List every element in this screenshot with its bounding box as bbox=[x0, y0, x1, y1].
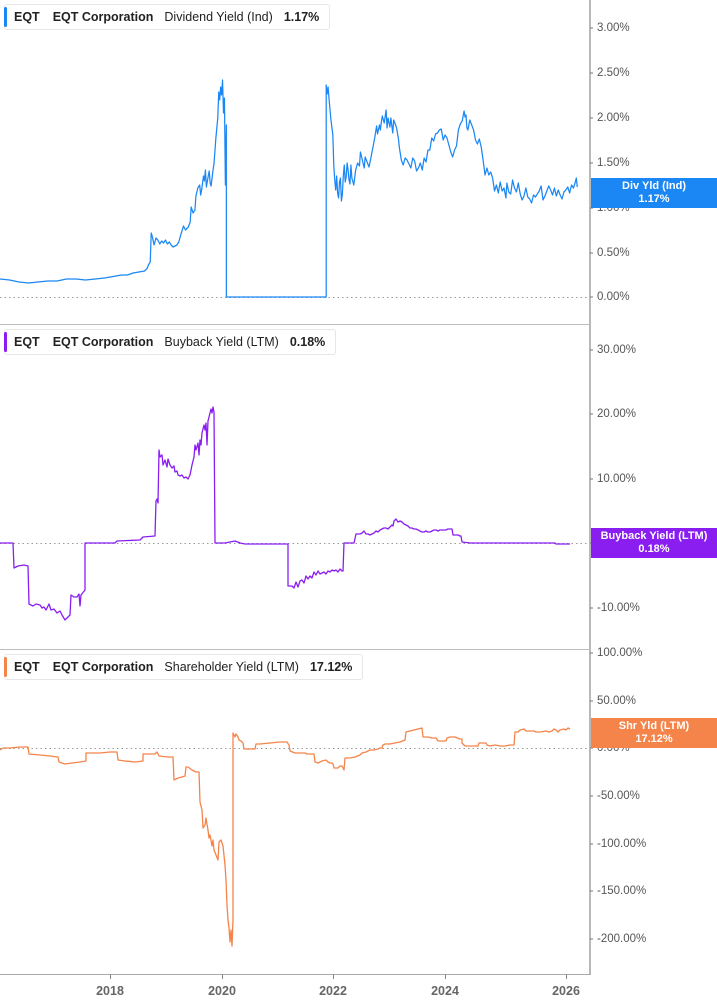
dividend-yield-legend: EQT EQT Corporation Dividend Yield (Ind)… bbox=[4, 4, 331, 30]
buyback-yield-line bbox=[0, 406, 570, 621]
legend-metric: Buyback Yield (LTM) bbox=[164, 335, 279, 349]
y-tick-label: -50.00% bbox=[597, 790, 640, 802]
x-axis bbox=[0, 974, 591, 979]
legend-company: EQT Corporation bbox=[52, 10, 154, 24]
buyback-yield-chart[interactable] bbox=[0, 325, 717, 650]
tag-label: Shr Yld (LTM) bbox=[618, 720, 690, 732]
x-tick-label: 2024 bbox=[431, 984, 459, 998]
y-tick-label: 10.00% bbox=[597, 473, 637, 485]
legend-ticker: EQT bbox=[14, 335, 40, 349]
x-tick-label: 2022 bbox=[319, 984, 347, 998]
dividend-yield-chart[interactable] bbox=[0, 0, 717, 325]
y-tick-label: 20.00% bbox=[597, 408, 637, 420]
y-tick-label: 2.50% bbox=[597, 67, 630, 79]
panel-divider bbox=[0, 324, 590, 325]
legend-ticker: EQT bbox=[14, 660, 40, 674]
legend-metric: Dividend Yield (Ind) bbox=[164, 10, 273, 24]
y-tick-label: 100.00% bbox=[597, 647, 643, 659]
series-color-swatch bbox=[4, 657, 7, 677]
x-tick-label: 2018 bbox=[96, 984, 124, 998]
tag-value: 0.18% bbox=[638, 543, 670, 555]
series-color-swatch bbox=[4, 7, 7, 27]
dividend-yield-line bbox=[0, 79, 578, 298]
buyback-yield-legend: EQT EQT Corporation Buyback Yield (LTM) … bbox=[4, 329, 337, 355]
y-tick-label: 30.00% bbox=[597, 344, 637, 356]
x-tick-label: 2026 bbox=[552, 984, 580, 998]
buyback-yield-panel: EQT EQT Corporation Buyback Yield (LTM) … bbox=[0, 325, 717, 650]
legend-value: 0.18% bbox=[289, 335, 326, 349]
y-tick-label: -150.00% bbox=[597, 885, 647, 897]
shareholder-yield-value-tag: Shr Yld (LTM) 17.12% bbox=[591, 718, 717, 748]
legend-ticker: EQT bbox=[14, 10, 40, 24]
legend-metric: Shareholder Yield (LTM) bbox=[164, 660, 299, 674]
y-tick-label: -200.00% bbox=[597, 933, 647, 945]
y-tick-label: -10.00% bbox=[597, 602, 640, 614]
tag-value: 17.12% bbox=[635, 733, 673, 745]
legend-value: 17.12% bbox=[309, 660, 353, 674]
panel-divider bbox=[0, 649, 590, 650]
dividend-yield-panel: EQT EQT Corporation Dividend Yield (Ind)… bbox=[0, 0, 717, 325]
tag-value: 1.17% bbox=[638, 193, 670, 205]
tag-label: Div Yld (Ind) bbox=[622, 180, 686, 192]
legend-company: EQT Corporation bbox=[52, 335, 154, 349]
y-tick-label: 0.00% bbox=[597, 291, 630, 303]
y-tick-label: 3.00% bbox=[597, 22, 630, 34]
y-tick-label: 0.50% bbox=[597, 247, 630, 259]
y-tick-label: 1.50% bbox=[597, 157, 630, 169]
dividend-yield-value-tag: Div Yld (Ind) 1.17% bbox=[591, 178, 717, 208]
legend-company: EQT Corporation bbox=[52, 660, 154, 674]
y-tick-label: 2.00% bbox=[597, 112, 630, 124]
y-tick-label: -100.00% bbox=[597, 838, 647, 850]
shareholder-yield-line bbox=[0, 727, 571, 947]
legend-value: 1.17% bbox=[283, 10, 320, 24]
series-color-swatch bbox=[4, 332, 7, 352]
tag-label: Buyback Yield (LTM) bbox=[600, 530, 708, 542]
shareholder-yield-legend: EQT EQT Corporation Shareholder Yield (L… bbox=[4, 654, 364, 680]
shareholder-yield-panel: EQT EQT Corporation Shareholder Yield (L… bbox=[0, 647, 717, 975]
y-tick-label: 50.00% bbox=[597, 695, 637, 707]
x-tick-label: 2020 bbox=[208, 984, 236, 998]
buyback-yield-value-tag: Buyback Yield (LTM) 0.18% bbox=[591, 528, 717, 558]
